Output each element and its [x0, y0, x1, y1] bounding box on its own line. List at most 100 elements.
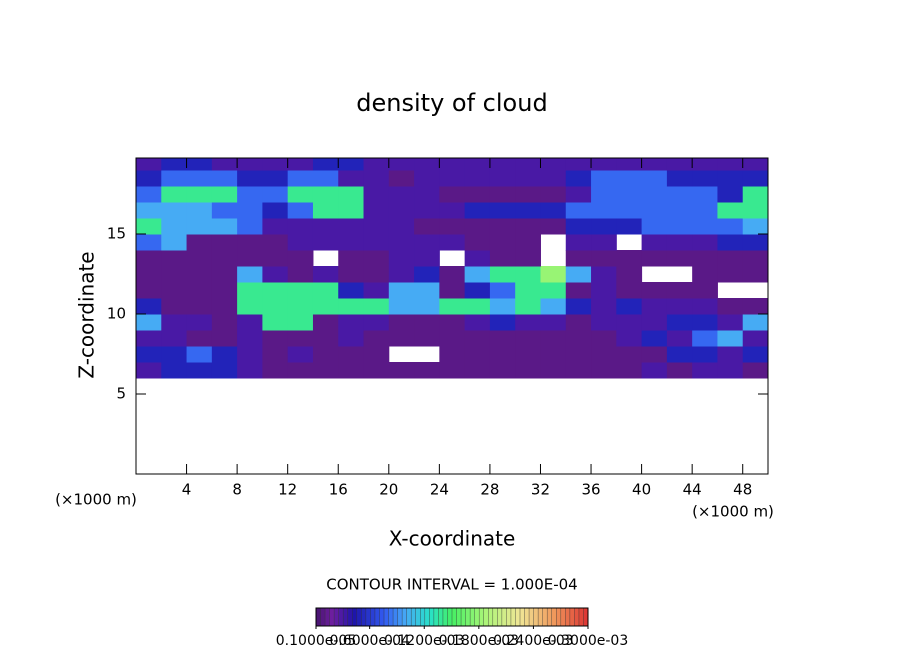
heat-cell [338, 158, 365, 171]
heat-cell [439, 282, 466, 299]
heat-cell [540, 186, 567, 203]
heat-cell [489, 266, 516, 283]
heat-cell [338, 282, 365, 299]
colorbar-swatch [556, 608, 562, 626]
heat-cell [237, 202, 263, 219]
heat-cell [565, 234, 592, 251]
heat-cell [414, 330, 440, 347]
colorbar-swatch [384, 608, 389, 626]
heat-cell [666, 218, 693, 235]
heat-cell [616, 218, 643, 235]
heat-cell [312, 234, 339, 251]
colorbar-swatch [379, 608, 385, 626]
heat-cell [666, 250, 693, 267]
heat-cell [464, 202, 491, 219]
heat-cell [262, 170, 289, 187]
heat-cell [136, 298, 162, 315]
heat-cell [312, 170, 339, 187]
heat-cell [616, 266, 643, 283]
heat-cell [211, 298, 238, 315]
colorbar-swatch [483, 608, 489, 626]
colorbar-swatch [524, 608, 530, 626]
heat-cell [388, 314, 415, 331]
heat-cell [262, 362, 289, 379]
colorbar-swatch [578, 608, 584, 626]
heat-cell [565, 266, 592, 283]
heat-cell [338, 218, 365, 235]
heat-cell [211, 330, 238, 347]
heat-cell [414, 218, 440, 235]
heat-cell [262, 330, 289, 347]
heat-cell [363, 186, 390, 203]
heat-cell [439, 362, 466, 379]
x-tick-label: 16 [329, 481, 348, 499]
heat-cell [591, 234, 617, 251]
heat-cell [338, 250, 365, 267]
colorbar-swatch [402, 608, 407, 626]
colorbar-swatch [438, 608, 444, 626]
heat-cell [515, 298, 541, 315]
heat-cell [641, 218, 668, 235]
heat-cell [439, 346, 466, 363]
heat-cell [388, 266, 415, 283]
heat-cell [464, 314, 491, 331]
heat-cell [515, 346, 541, 363]
colorbar-swatch [442, 608, 448, 626]
heat-cell [641, 234, 668, 251]
heat-cell [211, 362, 238, 379]
heat-cell [616, 202, 643, 219]
heat-cell [363, 314, 390, 331]
heat-cell [515, 218, 541, 235]
heat-cell [616, 282, 643, 299]
heat-cell [591, 218, 617, 235]
heat-cell [312, 202, 339, 219]
heat-cell [211, 202, 238, 219]
heat-cell [540, 266, 567, 283]
colorbar-swatch [361, 608, 367, 626]
heat-cell [692, 158, 718, 171]
colorbar-swatch [497, 608, 503, 626]
heat-cell [692, 282, 718, 299]
heat-cell [388, 298, 415, 315]
heat-cell [262, 202, 289, 219]
heat-cell [287, 158, 314, 171]
colorbar-swatch [424, 608, 430, 626]
heat-cell [287, 362, 314, 379]
heat-cell [388, 170, 415, 187]
heat-cell [312, 314, 339, 331]
heat-cell [489, 250, 516, 267]
heat-cell [565, 170, 592, 187]
heat-cell [439, 330, 466, 347]
heat-cell [464, 234, 491, 251]
heat-cell [136, 186, 162, 203]
colorbar-swatch [510, 608, 516, 626]
colorbar-frame [315, 607, 589, 627]
heat-cell [591, 202, 617, 219]
heat-cell [591, 250, 617, 267]
heat-cell [363, 266, 390, 283]
colorbar-swatch [551, 608, 557, 626]
heat-cell [388, 186, 415, 203]
heat-cell [287, 346, 314, 363]
heat-cell [641, 330, 668, 347]
colorbar-tick-label: 0.6000e-04 [329, 633, 410, 649]
heat-cell [540, 202, 567, 219]
heat-cell [616, 362, 643, 379]
heat-cell [692, 346, 718, 363]
heat-cell [161, 186, 188, 203]
x-tick-label: 20 [379, 481, 398, 499]
heat-cell [338, 362, 365, 379]
heat-cell [540, 298, 567, 315]
heat-cell [515, 234, 541, 251]
colorbar-swatch [356, 608, 362, 626]
heat-cell [540, 282, 567, 299]
heat-cell [616, 170, 643, 187]
x-tick-label: 48 [733, 481, 752, 499]
heat-cell [439, 202, 466, 219]
heat-cell [287, 218, 314, 235]
heat-cell [237, 362, 263, 379]
colorbar-swatch [515, 608, 521, 626]
heat-cell [489, 346, 516, 363]
heat-cell [186, 250, 213, 267]
heat-cell [464, 158, 491, 171]
